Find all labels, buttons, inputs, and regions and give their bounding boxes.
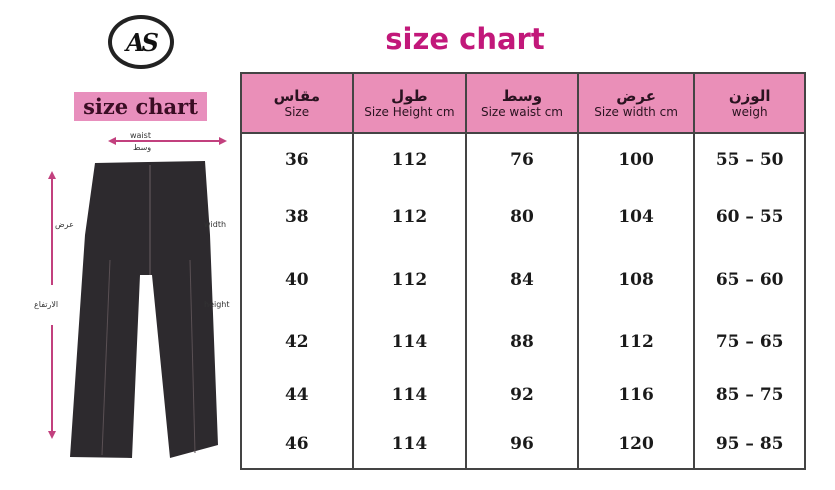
cell-waist: 76 bbox=[465, 133, 579, 186]
cell-waist: 80 bbox=[465, 186, 579, 248]
jeans-illustration bbox=[48, 137, 227, 458]
cell-waist: 84 bbox=[465, 248, 579, 312]
table-row: 36 112 76 100 55 – 50 bbox=[240, 133, 806, 186]
width-label-ar: عرض bbox=[55, 220, 74, 229]
cell-width: 112 bbox=[576, 312, 696, 371]
page-title: size chart bbox=[385, 22, 545, 56]
cell-height: 114 bbox=[351, 312, 468, 371]
height-label-en: height bbox=[204, 300, 230, 309]
cell-weight: 60 – 55 bbox=[693, 186, 806, 248]
waist-label-en: waist bbox=[130, 131, 151, 140]
cell-height: 112 bbox=[351, 133, 468, 186]
cell-width: 116 bbox=[576, 371, 696, 419]
size-chart-badge: size chart bbox=[74, 92, 207, 121]
cell-width: 108 bbox=[576, 248, 696, 312]
cell-width: 120 bbox=[576, 419, 696, 470]
jeans-shape bbox=[70, 161, 218, 458]
cell-height: 112 bbox=[351, 248, 468, 312]
cell-width: 104 bbox=[576, 186, 696, 248]
cell-weight: 65 – 60 bbox=[693, 248, 806, 312]
cell-weight: 95 – 85 bbox=[693, 419, 806, 470]
header-weight: الوزن weigh bbox=[693, 72, 806, 134]
cell-width: 100 bbox=[576, 133, 696, 186]
cell-size: 46 bbox=[240, 419, 354, 470]
table-row: 44 114 92 116 85 – 75 bbox=[240, 371, 806, 419]
height-label-ar: الارتفاع bbox=[34, 300, 59, 309]
table-row: 46 114 96 120 95 – 85 bbox=[240, 419, 806, 470]
cell-size: 42 bbox=[240, 312, 354, 371]
cell-waist: 92 bbox=[465, 371, 579, 419]
cell-waist: 88 bbox=[465, 312, 579, 371]
cell-weight: 55 – 50 bbox=[693, 133, 806, 186]
width-label-en: width bbox=[204, 220, 227, 229]
brand-logo: AS bbox=[108, 15, 174, 69]
header-width: عرض Size width cm bbox=[576, 72, 696, 134]
table-row: 38 112 80 104 60 – 55 bbox=[240, 186, 806, 248]
cell-size: 36 bbox=[240, 133, 354, 186]
cell-size: 40 bbox=[240, 248, 354, 312]
table-row: 40 112 84 108 65 – 60 bbox=[240, 248, 806, 312]
cell-weight: 85 – 75 bbox=[693, 371, 806, 419]
cell-height: 114 bbox=[351, 419, 468, 470]
cell-size: 44 bbox=[240, 371, 354, 419]
header-waist: وسط Size waist cm bbox=[465, 72, 579, 134]
cell-height: 114 bbox=[351, 371, 468, 419]
cell-waist: 96 bbox=[465, 419, 579, 470]
table-header-row: مقاس Size طول Size Height cm وسط Size waist… bbox=[240, 72, 806, 134]
size-table: مقاس Size طول Size Height cm وسط Size waist… bbox=[240, 72, 806, 470]
header-size: مقاس Size bbox=[240, 72, 354, 134]
cell-size: 38 bbox=[240, 186, 354, 248]
cell-height: 112 bbox=[351, 186, 468, 248]
header-height: طول Size Height cm bbox=[351, 72, 468, 134]
table-row: 42 114 88 112 75 – 65 bbox=[240, 312, 806, 371]
waist-label-ar: وسط bbox=[133, 143, 152, 152]
cell-weight: 75 – 65 bbox=[693, 312, 806, 371]
